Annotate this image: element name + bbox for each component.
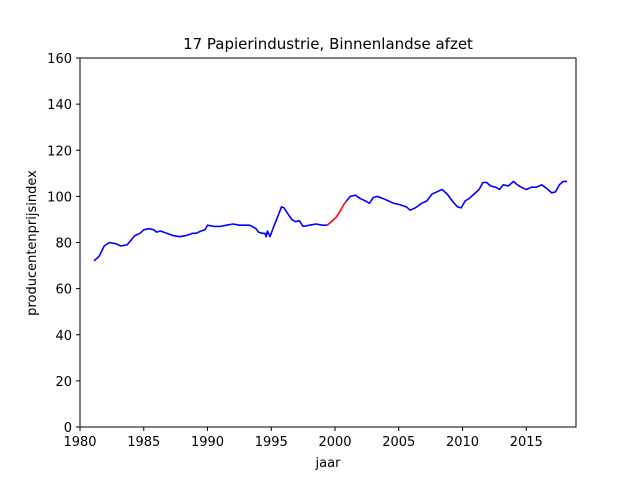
y-tick-label-5: 100 — [47, 190, 72, 205]
x-axis: 1980 1985 1990 1995 2000 2005 2010 2015 — [63, 427, 543, 450]
series-line-1 — [326, 200, 348, 226]
x-tick-label-4: 2000 — [318, 435, 351, 450]
y-tick-label-6: 120 — [47, 144, 72, 159]
y-tick-label-1: 20 — [55, 375, 72, 390]
series-line-2 — [345, 180, 568, 211]
x-tick-label-6: 2010 — [446, 435, 479, 450]
y-tick-label-8: 160 — [47, 52, 72, 67]
y-tick-label-2: 40 — [55, 329, 72, 344]
x-tick-label-2: 1990 — [191, 435, 224, 450]
series-line-0 — [93, 206, 328, 262]
plot-area — [93, 180, 568, 262]
y-tick-label-7: 140 — [47, 98, 72, 113]
x-axis-label: jaar — [315, 456, 342, 471]
y-tick-label-0: 0 — [64, 421, 72, 436]
x-tick-label-3: 1995 — [255, 435, 288, 450]
y-axis-label: producentenprijsindex — [25, 170, 40, 316]
y-tick-label-3: 60 — [55, 283, 72, 298]
x-tick-label-0: 1980 — [63, 435, 96, 450]
chart-title: 17 Papierindustrie, Binnenlandse afzet — [183, 35, 473, 53]
y-axis: 0 20 40 60 80 100 120 140 160 — [47, 52, 80, 436]
y-tick-label-4: 80 — [55, 237, 72, 252]
x-tick-label-7: 2015 — [510, 435, 543, 450]
x-tick-label-5: 2005 — [382, 435, 415, 450]
x-tick-label-1: 1985 — [127, 435, 160, 450]
